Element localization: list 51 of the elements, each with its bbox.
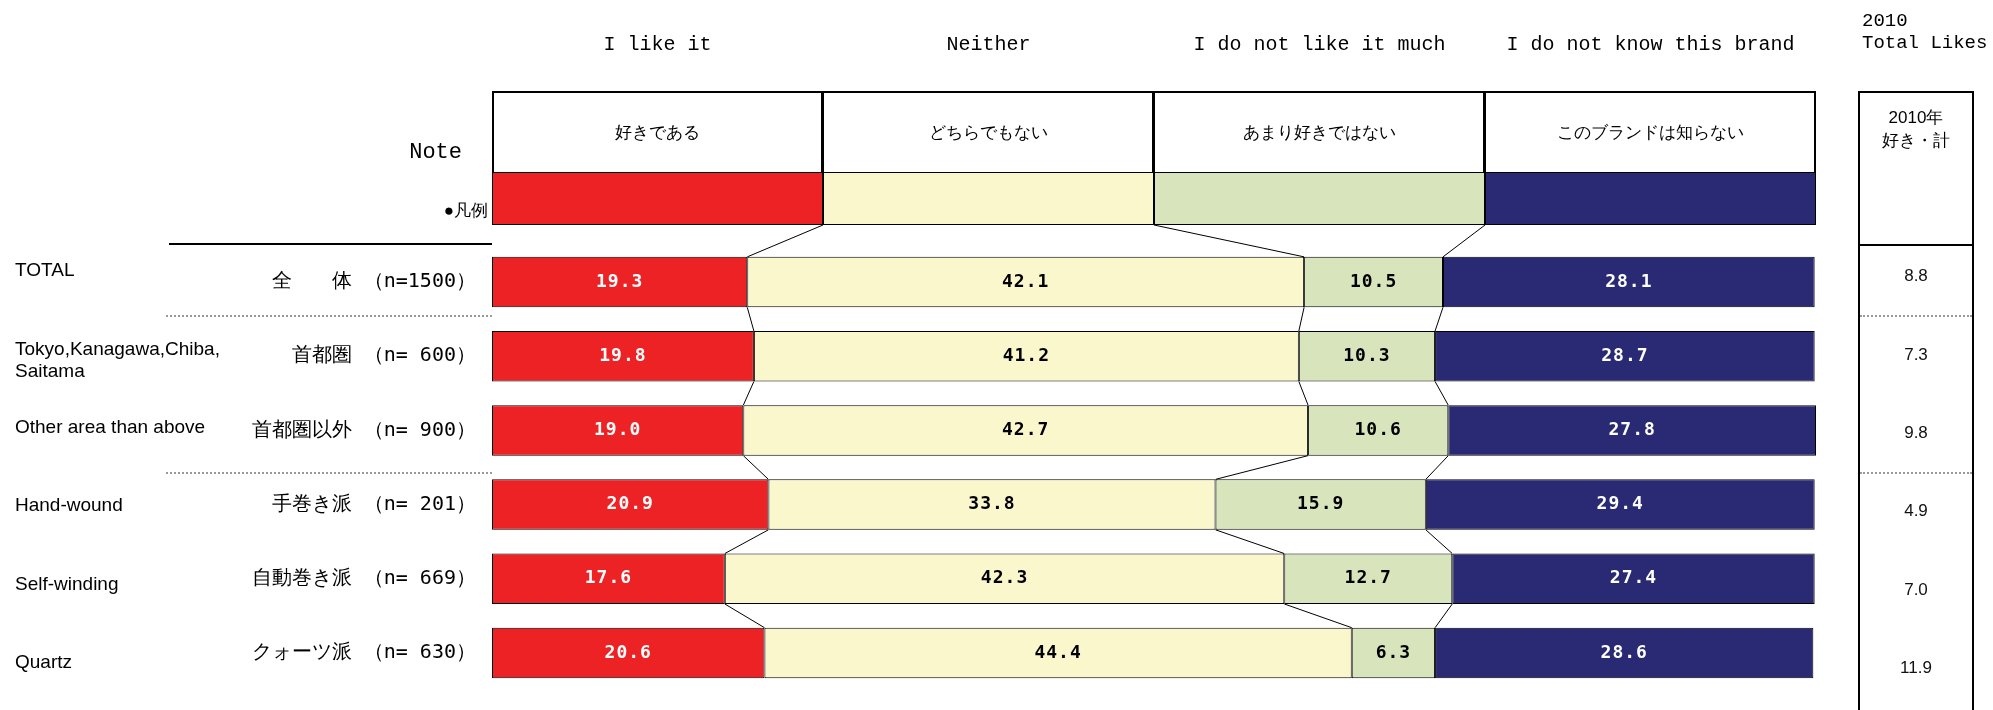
data-label: 10.5 (1349, 269, 1398, 291)
data-label: 17.6 (584, 566, 633, 588)
data-label: 28.7 (1601, 343, 1649, 365)
data-label: 33.8 (968, 492, 1016, 514)
data-label: 41.2 (1002, 343, 1051, 365)
data-label: 42.7 (1002, 418, 1050, 440)
data-label: 20.6 (604, 640, 652, 662)
text: I do not know this brand (1505, 33, 1796, 56)
data-label: 15.9 (1296, 492, 1345, 514)
data-label: 27.4 (1609, 566, 1658, 588)
text: 2010年好き・計 (1881, 107, 1951, 152)
text: I do not like it much (1192, 33, 1447, 56)
text: 2010 Total Likes (1862, 10, 1988, 54)
data-label: 7.3 (1903, 344, 1929, 365)
data-label: 4.9 (1903, 501, 1929, 522)
y-tick-label: 首都圏 （n= 600） (291, 342, 476, 367)
text: Neither (945, 33, 1032, 56)
data-label: 28.6 (1600, 640, 1648, 662)
text: ●凡例 (442, 200, 488, 222)
data-label: 19.8 (599, 343, 647, 365)
data-label: 12.7 (1344, 566, 1392, 588)
y-tick-label: 手巻き派 （n= 201） (271, 490, 476, 515)
text: Tokyo,Kanagawa,Chiba, Saitama (15, 337, 221, 382)
data-label: 20.9 (606, 492, 654, 514)
y-tick-label: クォーツ派 （n= 630） (251, 639, 476, 664)
y-tick-label: 首都圏以外 （n= 900） (251, 416, 476, 441)
text: Other area than above (15, 415, 207, 438)
text: Self-winding (15, 572, 120, 595)
data-label: 28.1 (1605, 269, 1653, 291)
data-label: 8.8 (1903, 266, 1929, 287)
data-label: 7.0 (1903, 579, 1929, 600)
data-label: 42.3 (980, 566, 1029, 588)
data-label: 42.1 (1002, 269, 1050, 291)
data-label: 19.3 (595, 269, 644, 291)
data-label: 29.4 (1596, 492, 1644, 514)
text: Hand-wound (15, 494, 124, 517)
y-tick-label: 自動巻き派 （n= 669） (251, 564, 476, 589)
text: I like it (602, 33, 713, 56)
data-label: 6.3 (1375, 640, 1412, 662)
text: TOTAL (15, 259, 76, 282)
key-table: 好きである どちらでもない あまり好きではない このブランドは知らない (492, 91, 1816, 225)
data-label: 11.9 (1899, 657, 1933, 678)
data-label: 9.8 (1903, 422, 1929, 443)
data-label: 10.6 (1354, 418, 1402, 440)
y-tick-label: 全 体 （n=1500） (271, 268, 476, 293)
data-label: 19.0 (593, 418, 642, 440)
data-label: 10.3 (1343, 343, 1391, 365)
data-label: 27.8 (1608, 418, 1656, 440)
text: Quartz (15, 650, 74, 673)
text: Note (408, 140, 462, 165)
data-label: 44.4 (1034, 640, 1082, 662)
